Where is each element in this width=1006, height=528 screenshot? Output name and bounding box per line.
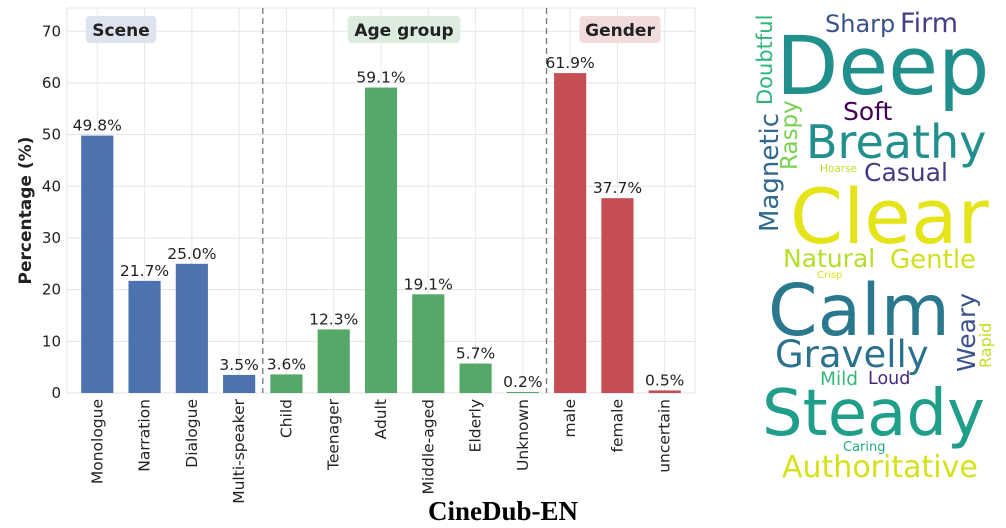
word-cloud-word: Steady xyxy=(762,377,985,451)
y-tick-label: 60 xyxy=(42,74,61,92)
x-tick-label: Adult xyxy=(372,399,390,439)
x-tick-label: uncertain xyxy=(656,399,674,473)
group-label: Gender xyxy=(585,21,655,41)
data-label: 5.7% xyxy=(456,345,495,363)
word-cloud-word: Clear xyxy=(790,172,989,261)
word-cloud-word: Gentle xyxy=(890,245,977,275)
data-label: 3.5% xyxy=(219,356,258,374)
bar-multi-speaker xyxy=(223,374,256,393)
data-label: 19.1% xyxy=(404,275,453,293)
y-tick-label: 0 xyxy=(51,384,61,402)
word-cloud-word: Gravelly xyxy=(775,333,929,376)
group-label-background xyxy=(579,16,661,43)
word-cloud-word: Doubtful xyxy=(753,14,777,105)
word-cloud-word: Deep xyxy=(776,20,990,114)
word-cloud-word: Rapid xyxy=(976,322,995,368)
bar-adult xyxy=(364,87,398,393)
bar-narration xyxy=(128,280,161,393)
x-tick-label: Narration xyxy=(136,399,154,472)
y-axis-label: Percentage (%) xyxy=(16,137,36,285)
word-cloud-word: Natural xyxy=(783,244,876,273)
bar-male xyxy=(554,73,587,393)
bar-dialogue xyxy=(175,263,208,393)
x-tick-label: female xyxy=(608,399,626,452)
bar-elderly xyxy=(459,363,492,393)
word-cloud-word: Casual xyxy=(864,158,948,187)
bar-uncertain xyxy=(648,390,681,393)
y-tick-label: 10 xyxy=(42,332,61,350)
y-tick-label: 30 xyxy=(42,229,61,247)
word-cloud-word: Weary xyxy=(952,292,981,372)
x-tick-label: Unknown xyxy=(514,399,532,471)
y-tick-label: 50 xyxy=(42,126,61,144)
data-label: 12.3% xyxy=(309,310,358,328)
bar-chart: 0 10 20 30 40 50 60 70 49.8% Monologue 21.7% Narrat… xyxy=(16,7,696,504)
word-cloud-word: Magnetic xyxy=(755,112,785,232)
x-tick-label: Teenager xyxy=(325,398,343,471)
word-cloud-word: Loud xyxy=(868,369,911,389)
word-cloud-word: Calm xyxy=(768,269,950,352)
bar-child xyxy=(270,374,303,393)
data-label: 21.7% xyxy=(120,262,169,280)
bar-monologue xyxy=(81,135,114,394)
x-tick-label: Middle-aged xyxy=(419,399,437,495)
word-cloud-word: Hoarse xyxy=(820,163,858,175)
data-label: 49.8% xyxy=(73,117,122,135)
word-cloud-word: Soft xyxy=(843,97,893,126)
data-label: 37.7% xyxy=(593,179,642,197)
bar-middle-aged xyxy=(412,294,445,393)
group-label-background xyxy=(85,16,157,43)
bar-unknown xyxy=(506,391,539,393)
word-cloud-word: Breathy xyxy=(806,115,987,169)
data-label: 59.1% xyxy=(356,69,405,87)
bar-teenager xyxy=(317,329,350,393)
group-label: Scene xyxy=(92,21,149,41)
x-tick-label: Monologue xyxy=(88,399,106,484)
y-tick-label: 20 xyxy=(42,281,61,299)
x-tick-label: Child xyxy=(277,399,295,438)
y-tick-label: 40 xyxy=(42,177,61,195)
data-label: 0.2% xyxy=(503,373,542,391)
y-tick-label: 70 xyxy=(42,22,61,40)
figure-title: CineDub-EN xyxy=(427,496,579,526)
group-label: Age group xyxy=(354,21,453,41)
x-tick-label: Dialogue xyxy=(183,399,201,468)
word-cloud-word: Sharp xyxy=(825,10,896,38)
x-tick-label: Multi-speaker xyxy=(230,398,248,503)
data-label: 3.6% xyxy=(267,355,306,373)
word-cloud-word: Caring xyxy=(843,440,886,455)
x-tick-label: Elderly xyxy=(467,399,485,452)
word-cloud-word: Authoritative xyxy=(782,450,978,485)
word-cloud-word: Crisp xyxy=(817,270,843,281)
data-label: 61.9% xyxy=(546,54,595,72)
data-label: 25.0% xyxy=(167,245,216,263)
word-cloud-word: Mild xyxy=(820,369,858,390)
data-label: 0.5% xyxy=(645,371,684,389)
word-cloud-word: Firm xyxy=(900,8,958,39)
x-tick-label: male xyxy=(561,399,579,437)
group-label-background xyxy=(347,16,461,43)
bar-female xyxy=(601,198,634,393)
